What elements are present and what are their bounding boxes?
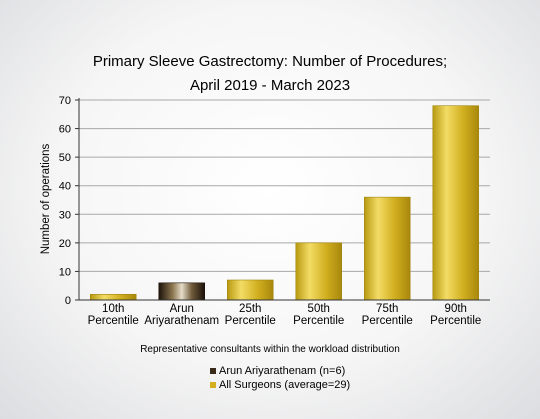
y-tick-label: 30 xyxy=(59,209,71,221)
legend-label-arun: Arun Ariyarathenam (n=6) xyxy=(219,365,345,377)
x-category-label: Percentile xyxy=(88,315,139,327)
bar-2 xyxy=(227,279,274,301)
chart-title-line-1: Primary Sleeve Gastrectomy: Number of Pr… xyxy=(93,53,447,70)
x-category-label: 75th xyxy=(376,303,398,315)
grid-lines xyxy=(75,99,490,301)
bar-5 xyxy=(432,105,479,301)
y-tick-labels: 0 10 20 30 40 50 60 70 xyxy=(59,95,71,307)
x-category-labels: 10thPercentileArunAriyarathenam25thPerce… xyxy=(88,303,482,327)
y-tick-label: 60 xyxy=(59,124,71,136)
legend-label-all-surgeons: All Surgeons (average=29) xyxy=(219,379,350,391)
y-tick-label: 20 xyxy=(59,238,71,250)
y-tick-label: 0 xyxy=(65,295,71,307)
x-category-label: 25th xyxy=(239,303,261,315)
legend-swatch-arun xyxy=(210,368,216,374)
x-category-label: Percentile xyxy=(362,315,413,327)
bar-0 xyxy=(90,293,137,301)
chart-title-line-2: April 2019 - March 2023 xyxy=(190,77,350,94)
x-category-label: 50th xyxy=(308,303,330,315)
x-axis-label: Representative consultants within the wo… xyxy=(140,344,400,355)
y-tick-label: 50 xyxy=(59,152,71,164)
legend: Arun Ariyarathenam (n=6) All Surgeons (a… xyxy=(210,365,350,391)
x-category-label: Percentile xyxy=(430,315,481,327)
x-category-label: Percentile xyxy=(293,315,344,327)
x-category-label: Ariyarathenam xyxy=(144,315,219,327)
x-category-label: Percentile xyxy=(225,315,276,327)
y-axis-label: Number of operations xyxy=(40,143,52,254)
y-tick-label: 70 xyxy=(59,95,71,107)
x-category-label: Arun xyxy=(170,303,194,315)
bar-3 xyxy=(295,242,342,301)
y-tick-label: 10 xyxy=(59,266,71,278)
bar-1 xyxy=(158,282,205,301)
legend-swatch-all-surgeons xyxy=(210,382,216,388)
bars xyxy=(90,105,479,301)
y-tick-label: 40 xyxy=(59,181,71,193)
bar-4 xyxy=(364,196,411,301)
x-category-label: 10th xyxy=(102,303,124,315)
x-category-label: 90th xyxy=(445,303,467,315)
